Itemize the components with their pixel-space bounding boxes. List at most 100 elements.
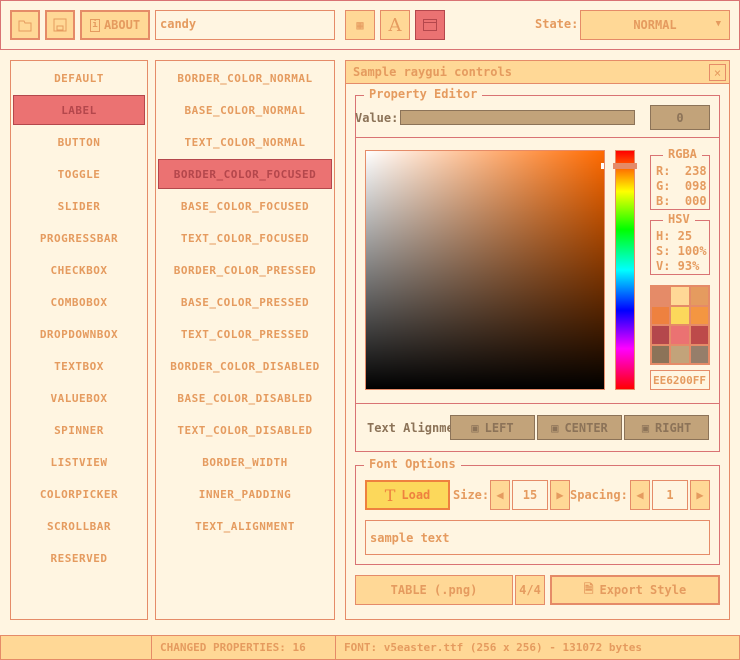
list-item[interactable]: BORDER_COLOR_NORMAL <box>177 71 313 85</box>
properties-list[interactable]: BORDER_COLOR_NORMAL BASE_COLOR_NORMAL TEXT… <box>155 60 335 620</box>
list-item[interactable]: INNER_PADDING <box>198 487 292 501</box>
sample-text-input[interactable]: sample text <box>365 520 710 555</box>
align-center-label: CENTER <box>564 420 608 435</box>
color-picker-square[interactable] <box>365 150 605 390</box>
size-decrement-button[interactable]: ◀ <box>490 480 510 510</box>
align-right-button[interactable]: ▣ RIGHT <box>624 415 709 440</box>
window-titlebar[interactable]: Sample raygui controls <box>346 61 729 84</box>
list-item[interactable]: SCROLLBAR <box>46 519 112 533</box>
arrow-left-icon: ◀ <box>496 488 504 502</box>
font-options-group: Font Options <box>355 457 720 565</box>
palette-swatch[interactable] <box>652 345 670 363</box>
list-item[interactable]: TEXT_ALIGNMENT <box>195 519 295 533</box>
list-item[interactable]: TOGGLE <box>57 167 101 181</box>
value-box[interactable]: 0 <box>650 105 710 130</box>
grid-icon: ▦ <box>356 18 364 32</box>
list-item[interactable]: TEXT_COLOR_NORMAL <box>184 135 306 149</box>
spacing-increment-button[interactable]: ▶ <box>690 480 710 510</box>
spacing-input[interactable]: 1 <box>652 480 688 510</box>
open-file-button[interactable] <box>10 10 40 40</box>
palette-swatch[interactable] <box>671 326 689 344</box>
list-item[interactable]: BORDER_COLOR_FOCUSED <box>158 159 332 189</box>
hsv-title: HSV <box>663 212 695 227</box>
list-item[interactable]: SLIDER <box>57 199 101 213</box>
state-dropdown[interactable]: NORMAL ▼ <box>580 10 730 40</box>
palette-swatch[interactable] <box>652 287 670 305</box>
page-label: 4/4 <box>519 583 541 597</box>
palette-swatch[interactable] <box>671 345 689 363</box>
list-item[interactable]: BORDER_COLOR_PRESSED <box>173 263 317 277</box>
status-bar: CHANGED PROPERTIES: 16 FONT: v5easter.tt… <box>0 635 740 660</box>
page-indicator[interactable]: 4/4 <box>515 575 545 605</box>
list-item[interactable]: COMBOBOX <box>50 295 108 309</box>
rgba-r: R: 238 <box>656 164 707 178</box>
list-item[interactable]: TEXT_COLOR_PRESSED <box>180 327 310 341</box>
value-slider[interactable] <box>400 110 635 125</box>
align-left-icon: ▣ <box>471 420 479 435</box>
palette-swatch[interactable] <box>671 306 689 324</box>
list-item[interactable]: BASE_COLOR_DISABLED <box>177 391 313 405</box>
hue-bar[interactable] <box>615 150 635 390</box>
palette-swatch[interactable] <box>671 287 689 305</box>
list-item[interactable]: TEXTBOX <box>54 359 104 373</box>
arrow-right-icon: ▶ <box>556 488 564 502</box>
palette-swatch[interactable] <box>652 326 670 344</box>
close-button[interactable]: × <box>709 64 726 81</box>
list-item[interactable]: RESERVED <box>50 551 108 565</box>
palette-swatch[interactable] <box>690 306 708 324</box>
hex-value: EE6200FF <box>653 374 706 387</box>
state-label: State: <box>535 17 579 31</box>
grid-toggle[interactable]: ▦ <box>345 10 375 40</box>
load-font-button[interactable]: T Load <box>365 480 450 510</box>
spacing-label: Spacing: <box>570 488 628 502</box>
align-right-icon: ▣ <box>641 420 650 435</box>
list-item[interactable]: DROPDOWNBOX <box>39 327 119 341</box>
value-label: Value: <box>355 111 399 125</box>
table-export-button[interactable]: TABLE (.png) <box>355 575 513 605</box>
size-increment-button[interactable]: ▶ <box>550 480 570 510</box>
list-item[interactable]: TEXT_COLOR_FOCUSED <box>180 231 310 245</box>
hue-slider-handle[interactable] <box>613 163 637 169</box>
palette-swatch[interactable] <box>690 287 708 305</box>
list-item[interactable]: SPINNER <box>54 423 104 437</box>
list-item[interactable]: BASE_COLOR_NORMAL <box>184 103 306 117</box>
color-palette <box>650 285 710 365</box>
window-icon <box>423 19 437 31</box>
save-file-button[interactable] <box>45 10 75 40</box>
list-item[interactable]: BORDER_WIDTH <box>202 455 288 469</box>
font-toggle[interactable]: A <box>380 10 410 40</box>
list-item[interactable]: DEFAULT <box>54 71 104 85</box>
about-button[interactable]: i ABOUT <box>80 10 150 40</box>
size-input[interactable]: 15 <box>512 480 548 510</box>
style-name-input[interactable]: candy <box>155 10 335 40</box>
palette-swatch[interactable] <box>690 345 708 363</box>
list-item[interactable]: TEXT_COLOR_DISABLED <box>177 423 313 437</box>
color-picker-cursor[interactable] <box>601 163 604 169</box>
font-info-text: FONT: v5easter.ttf (256 x 256) - 131072 … <box>344 641 643 654</box>
hex-box[interactable]: EE6200FF <box>650 370 710 390</box>
palette-swatch[interactable] <box>690 326 708 344</box>
align-right-label: RIGHT <box>655 420 692 435</box>
export-style-button[interactable]: 🗎 Export Style <box>550 575 720 605</box>
export-file-icon: 🗎 <box>583 581 594 596</box>
list-item[interactable]: LISTVIEW <box>50 455 108 469</box>
list-item[interactable]: BORDER_COLOR_DISABLED <box>170 359 320 373</box>
size-label: Size: <box>453 488 490 502</box>
align-center-button[interactable]: ▣ CENTER <box>537 415 622 440</box>
window-toggle[interactable] <box>415 10 445 40</box>
list-item[interactable]: BUTTON <box>57 135 101 149</box>
list-item[interactable]: BASE_COLOR_FOCUSED <box>180 199 310 213</box>
spacing-decrement-button[interactable]: ◀ <box>630 480 650 510</box>
load-label: Load <box>401 488 431 502</box>
save-icon <box>53 18 67 32</box>
align-left-button[interactable]: ▣ LEFT <box>450 415 535 440</box>
list-item[interactable]: VALUEBOX <box>50 391 108 405</box>
list-item[interactable]: LABEL <box>13 95 145 125</box>
list-item[interactable]: BASE_COLOR_PRESSED <box>180 295 310 309</box>
controls-list[interactable]: DEFAULT LABEL BUTTON TOGGLE SLIDER PROGRESSBA… <box>10 60 148 620</box>
list-item[interactable]: COLORPICKER <box>39 487 119 501</box>
list-item[interactable]: CHECKBOX <box>50 263 108 277</box>
export-label: Export Style <box>599 583 687 597</box>
list-item[interactable]: PROGRESSBAR <box>39 231 119 245</box>
palette-swatch[interactable] <box>652 306 670 324</box>
